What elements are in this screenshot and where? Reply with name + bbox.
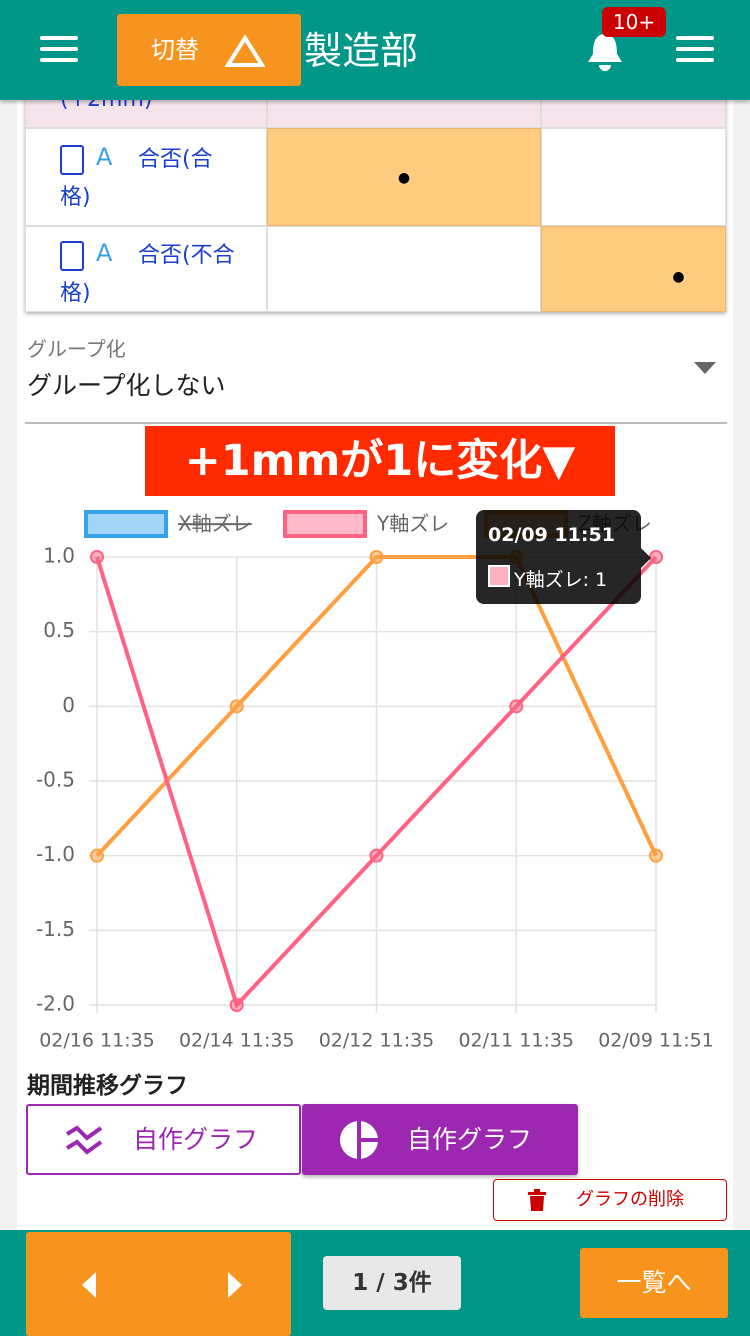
chart-icon <box>65 1125 103 1155</box>
header: 切替 製造部 10+ <box>0 0 750 100</box>
cell: ● <box>267 128 541 226</box>
point <box>369 550 384 564</box>
trash-icon <box>528 1189 546 1211</box>
nav-buttons[interactable] <box>26 1232 291 1336</box>
section-label: 期間推移グラフ <box>27 1073 188 1099</box>
cell: ● <box>541 226 726 312</box>
y-tick-label: -1.0 <box>36 842 75 866</box>
list-button[interactable]: 一覧へ <box>580 1248 728 1318</box>
legend-swatch <box>283 510 367 538</box>
row-label: 合否(合格) <box>60 147 213 210</box>
point <box>90 848 104 863</box>
switch-button[interactable]: 切替 <box>117 14 301 86</box>
group-label: グループ化 <box>27 337 126 361</box>
point <box>509 699 524 714</box>
legend-swatch <box>84 510 168 538</box>
row-label: 合否(不合格) <box>60 243 235 306</box>
graph-button[interactable]: 自作グラフ <box>26 1104 301 1175</box>
select-arrow <box>694 362 716 374</box>
y-tick-label: 1.0 <box>43 544 75 568</box>
point <box>369 848 384 863</box>
table: (+2mm) A合否(合格) ● A合否(不合格) ● <box>25 80 726 312</box>
point <box>229 998 244 1012</box>
legend-label: Y軸ズレ <box>376 512 449 536</box>
footer: 1 / 3件 一覧へ <box>0 1230 750 1336</box>
tooltip-text: Y軸ズレ: 1 <box>514 569 608 591</box>
tooltip: 02/09 11:51 Y軸ズレ: 1 <box>476 510 651 604</box>
banner: +1mmが1に変化▼ <box>145 426 615 496</box>
legend-label: X軸ズレ <box>178 512 252 536</box>
graph-button[interactable]: 自作グラフ <box>302 1104 578 1175</box>
az-icon: A <box>96 239 113 267</box>
delete-button[interactable]: グラフの削除 <box>493 1179 727 1221</box>
x-tick-label: 02/11 11:35 <box>458 1030 574 1052</box>
x-tick-label: 02/16 11:35 <box>39 1030 155 1052</box>
dropdown-icon[interactable] <box>60 241 84 271</box>
dropdown-icon[interactable] <box>60 145 84 175</box>
tooltip-title: 02/09 11:51 <box>488 524 615 546</box>
arrows <box>82 1272 242 1298</box>
bell-icon[interactable] <box>585 30 625 74</box>
button-label: 自作グラフ <box>407 1125 533 1154</box>
tooltip-caret <box>641 548 651 568</box>
header-title: 製造部 <box>304 29 419 73</box>
y-tick-label: -0.5 <box>36 768 75 792</box>
pie-icon <box>340 1121 378 1159</box>
point <box>90 550 104 564</box>
tooltip-swatch <box>488 565 510 587</box>
point <box>649 848 663 863</box>
triangle-icon <box>225 34 265 67</box>
x-tick-label: 02/09 11:51 <box>598 1030 714 1052</box>
button-label: 自作グラフ <box>133 1125 259 1154</box>
cell <box>267 226 541 312</box>
cell: A 合否(不合格) <box>25 226 267 312</box>
az-icon: A <box>96 143 113 171</box>
menu-button[interactable] <box>40 29 78 69</box>
x-tick-label: 02/14 11:35 <box>179 1030 295 1052</box>
page-indicator: 1 / 3件 <box>323 1256 461 1310</box>
point <box>229 699 244 714</box>
x-tick-label: 02/12 11:35 <box>319 1030 435 1052</box>
y-tick-label: 0 <box>62 693 75 717</box>
menu-button[interactable] <box>676 29 714 69</box>
delete-label: グラフの削除 <box>576 1189 684 1210</box>
group-value[interactable]: グループ化しない <box>27 371 226 400</box>
y-tick-label: -2.0 <box>36 992 75 1016</box>
divider <box>25 422 727 424</box>
y-tick-label: 0.5 <box>43 618 75 642</box>
switch-label: 切替 <box>151 36 199 64</box>
cell <box>541 128 726 226</box>
cell: A 合否(合格) <box>25 128 267 226</box>
y-tick-label: -1.5 <box>36 917 75 941</box>
badge: 10+ <box>602 7 666 37</box>
